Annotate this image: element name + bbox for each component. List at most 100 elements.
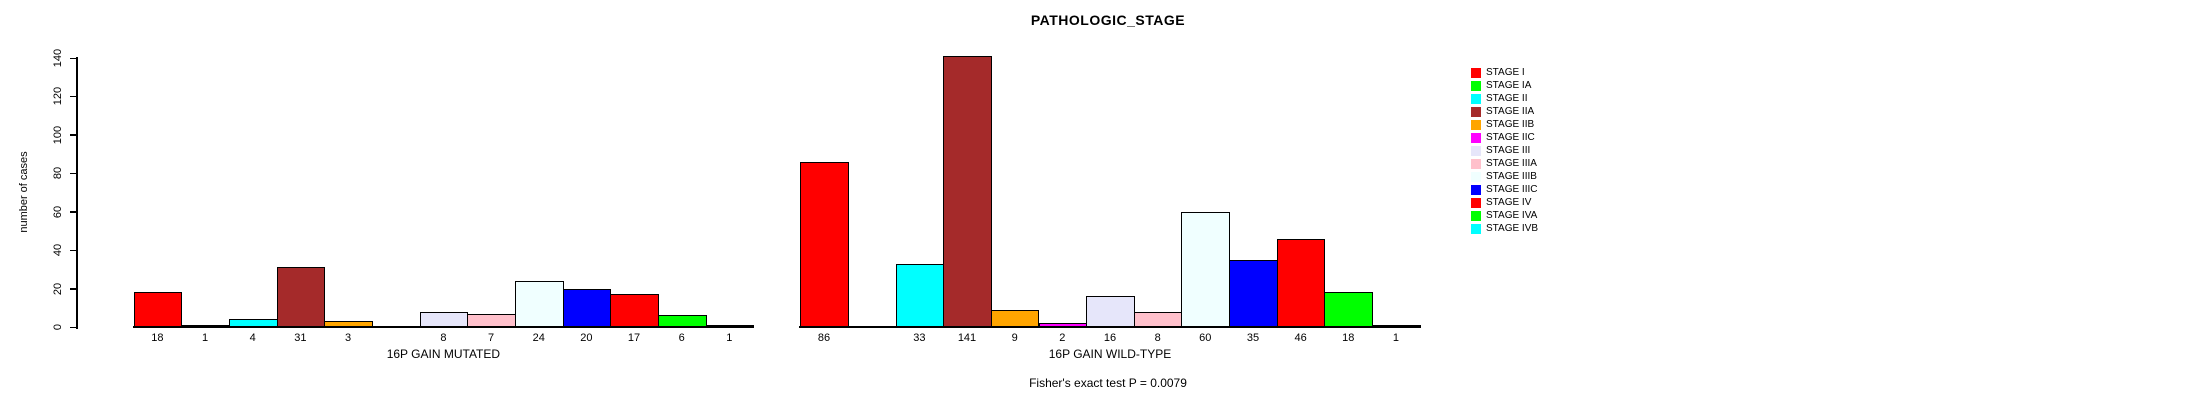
legend-label-stage-iic: STAGE IIC (1486, 132, 1535, 143)
y-axis-tick (70, 172, 76, 175)
bar-value-stage-iv-16p-gain-mutated: 17 (627, 332, 641, 344)
bar-value-stage-iib-16p-gain-wild-type: 9 (1011, 332, 1018, 344)
legend-swatch-stage-iiia (1471, 158, 1481, 169)
legend-label-stage-ia: STAGE IA (1486, 80, 1532, 91)
y-axis-tick (70, 95, 76, 98)
legend-swatch-stage-ia (1471, 80, 1481, 91)
bar-stage-iv-16p-gain-wild-type (1276, 239, 1326, 327)
y-axis-tick (70, 288, 76, 290)
legend-item-stage-iiib: STAGE IIIB (1471, 170, 1537, 183)
bar-value-stage-i-16p-gain-mutated: 18 (151, 332, 164, 344)
bar-stage-iiic-16p-gain-wild-type (1229, 260, 1278, 327)
legend-item-stage-ii: STAGE II (1471, 92, 1528, 105)
legend-item-stage-iiia: STAGE IIIA (1471, 157, 1537, 170)
legend-label-stage-iiia: STAGE IIIA (1486, 158, 1537, 169)
y-axis-tick-label: 40 (52, 244, 64, 257)
x-axis-baseline-16p-gain-wild-type (799, 326, 1421, 328)
legend-item-stage-iic: STAGE IIC (1471, 131, 1535, 144)
bar-value-stage-iiic-16p-gain-wild-type: 35 (1246, 332, 1260, 344)
legend-item-stage-iib: STAGE IIB (1471, 118, 1534, 131)
bar-value-stage-iia-16p-gain-wild-type: 141 (957, 332, 977, 344)
legend-swatch-stage-iiib (1471, 171, 1481, 182)
bar-value-stage-ii-16p-gain-wild-type: 33 (913, 332, 926, 344)
chart-title: PATHOLOGIC_STAGE (1030, 12, 1186, 28)
legend-item-stage-i: STAGE I (1471, 66, 1525, 79)
bar-stage-iii-16p-gain-wild-type (1086, 296, 1135, 327)
legend-label-stage-iia: STAGE IIA (1486, 106, 1535, 117)
legend-item-stage-ivb: STAGE IVB (1471, 222, 1538, 235)
y-axis-label: number of cases (18, 151, 30, 233)
legend-label-stage-iii: STAGE III (1486, 145, 1531, 156)
bar-value-stage-iii-16p-gain-mutated: 8 (440, 332, 447, 344)
legend-swatch-stage-iv (1471, 197, 1481, 208)
bar-stage-ii-16p-gain-wild-type (895, 264, 945, 327)
legend-label-stage-i: STAGE I (1486, 67, 1525, 78)
bar-stage-iiia-16p-gain-wild-type (1133, 312, 1183, 327)
y-axis-tick-label: 0 (52, 323, 64, 331)
y-axis-tick (70, 134, 76, 136)
bar-value-stage-ii-16p-gain-mutated: 4 (249, 332, 256, 344)
y-axis-tick-label: 120 (52, 87, 64, 106)
bar-value-stage-iva-16p-gain-mutated: 6 (678, 332, 685, 344)
bar-stage-i-16p-gain-mutated (133, 292, 183, 327)
y-axis-line (76, 57, 78, 329)
y-axis-tick (70, 57, 76, 59)
bar-value-stage-ivb-16p-gain-mutated: 1 (726, 332, 733, 344)
bar-stage-iii-16p-gain-mutated (419, 312, 469, 327)
bar-value-stage-iib-16p-gain-mutated: 3 (345, 332, 352, 344)
legend-item-stage-ia: STAGE IA (1471, 79, 1531, 92)
legend-swatch-stage-iia (1471, 106, 1481, 117)
bar-stage-iiib-16p-gain-wild-type (1181, 212, 1231, 327)
legend-item-stage-iv: STAGE IV (1471, 196, 1531, 209)
y-axis-tick-label: 140 (52, 48, 64, 68)
y-axis-tick (70, 326, 76, 328)
legend-label-stage-ivb: STAGE IVB (1486, 223, 1539, 234)
legend-item-stage-iiic: STAGE IIIC (1471, 183, 1538, 196)
bar-stage-iiic-16p-gain-mutated (562, 289, 612, 327)
bar-stage-iib-16p-gain-wild-type (990, 310, 1040, 327)
x-axis-baseline-16p-gain-mutated (132, 326, 755, 328)
legend-item-stage-iia: STAGE IIA (1471, 105, 1534, 118)
legend-swatch-stage-i (1471, 67, 1481, 78)
bar-value-stage-iva-16p-gain-wild-type: 18 (1342, 332, 1355, 344)
bar-value-stage-iiib-16p-gain-mutated: 24 (532, 332, 545, 344)
bar-stage-iia-16p-gain-wild-type (943, 56, 992, 327)
fisher-test-annotation: Fisher's exact test P = 0.0079 (1029, 376, 1187, 390)
legend-swatch-stage-iva (1471, 210, 1481, 221)
y-axis-tick (70, 211, 76, 213)
legend-item-stage-iii: STAGE III (1471, 144, 1530, 157)
bar-value-stage-iiia-16p-gain-mutated: 7 (487, 332, 495, 344)
bar-value-stage-ivb-16p-gain-wild-type: 1 (1392, 332, 1399, 344)
legend-label-stage-iib: STAGE IIB (1486, 119, 1535, 130)
bar-value-stage-iv-16p-gain-wild-type: 46 (1294, 332, 1307, 344)
group-label-16p-gain-wild-type: 16P GAIN WILD-TYPE (1048, 347, 1172, 361)
legend-label-stage-iv: STAGE IV (1486, 197, 1532, 208)
bar-value-stage-iia-16p-gain-mutated: 31 (294, 332, 307, 344)
legend-item-stage-iva: STAGE IVA (1471, 209, 1537, 222)
legend-swatch-stage-iiic (1471, 184, 1481, 195)
group-label-16p-gain-mutated: 16P GAIN MUTATED (386, 347, 501, 361)
bar-value-stage-i-16p-gain-wild-type: 86 (817, 332, 831, 344)
bar-stage-iia-16p-gain-mutated (276, 267, 326, 327)
bar-stage-i-16p-gain-wild-type (800, 162, 849, 327)
bar-stage-iiib-16p-gain-mutated (514, 281, 564, 327)
legend-label-stage-ii: STAGE II (1486, 93, 1528, 104)
bar-value-stage-ia-16p-gain-mutated: 1 (202, 332, 209, 344)
bar-value-stage-iic-16p-gain-wild-type: 2 (1059, 332, 1066, 344)
bar-value-stage-iiib-16p-gain-wild-type: 60 (1199, 332, 1212, 344)
legend-swatch-stage-iii (1471, 145, 1481, 156)
legend-label-stage-iiic: STAGE IIIC (1486, 184, 1538, 195)
y-axis-tick-label: 20 (52, 282, 64, 295)
bar-value-stage-iiia-16p-gain-wild-type: 8 (1154, 332, 1161, 344)
y-axis-tick (70, 249, 76, 252)
legend-swatch-stage-iib (1471, 119, 1481, 130)
legend-swatch-stage-ii (1471, 93, 1481, 104)
y-axis-tick-label: 100 (52, 125, 64, 145)
legend-swatch-stage-iic (1471, 132, 1481, 143)
y-axis-tick-label: 60 (52, 205, 64, 218)
legend-swatch-stage-ivb (1471, 223, 1481, 234)
y-axis-tick-label: 80 (52, 167, 64, 180)
bar-value-stage-iiic-16p-gain-mutated: 20 (580, 332, 593, 344)
legend-label-stage-iiib: STAGE IIIB (1486, 171, 1537, 182)
